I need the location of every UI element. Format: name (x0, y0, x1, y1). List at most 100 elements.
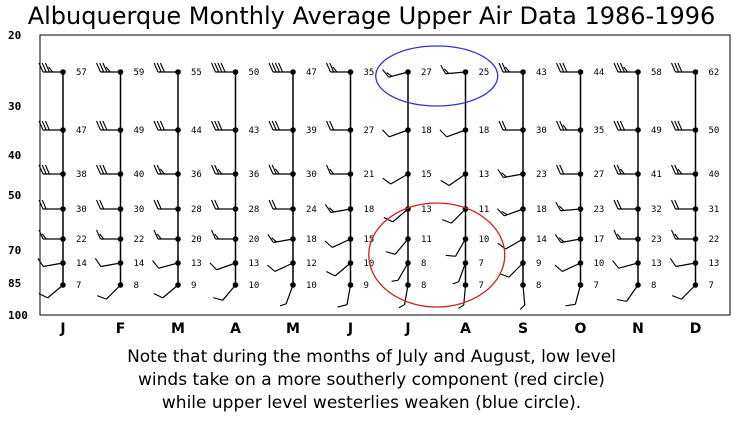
level-dot (347, 127, 354, 133)
wind-barb-feather (671, 295, 682, 300)
wind-barb-feather (325, 120, 332, 131)
level-dot (290, 206, 296, 212)
wind-barb-feather (326, 271, 336, 277)
wind-barb-feather (498, 120, 504, 131)
level-value-label: 17 (594, 235, 605, 245)
level-dot (462, 236, 469, 242)
level-value-label: 18 (479, 126, 490, 136)
wind-barb-feather (554, 233, 562, 243)
level-dot (635, 260, 641, 266)
level-dot (60, 282, 66, 288)
level-value-label: 47 (306, 68, 317, 78)
month-tick-label: A (230, 321, 241, 337)
wind-barb-feather (613, 229, 619, 240)
wind-barb-feather (268, 62, 274, 73)
level-dot (405, 282, 411, 288)
wind-barb-feather (210, 199, 217, 210)
level-dot (692, 236, 699, 242)
level-dot (520, 206, 526, 212)
wind-barb-feather (210, 62, 217, 73)
level-dot (347, 282, 354, 288)
level-dot (577, 127, 584, 133)
wind-barb-feather (555, 120, 562, 131)
wind-barb-shaft (392, 208, 409, 223)
wind-barb-feather (210, 120, 217, 131)
wind-barb-feather (268, 120, 274, 131)
wind-barb-feather (95, 199, 102, 210)
wind-barb-feather (443, 68, 450, 74)
wind-barb-feather (329, 168, 335, 175)
level-dot (60, 171, 66, 177)
level-value-label: 18 (306, 235, 317, 245)
level-value-label: 7 (479, 281, 484, 291)
wind-barb-feather (271, 199, 277, 210)
wind-barb-feather (99, 233, 105, 240)
level-dot (232, 206, 239, 212)
level-value-label: 22 (709, 235, 720, 245)
wind-barb-feather (209, 262, 218, 271)
wind-barb-feather (613, 120, 619, 131)
level-value-label: 30 (536, 126, 547, 136)
level-dot (347, 69, 354, 75)
wind-barb-feather (41, 164, 47, 175)
level-value-label: 10 (249, 281, 260, 291)
level-dot (117, 206, 124, 212)
level-value-label: 13 (479, 170, 490, 180)
wind-barb-shaft (274, 262, 294, 272)
wind-barb-feather (613, 199, 619, 210)
wind-barb-shaft (222, 284, 236, 301)
level-dot (635, 206, 641, 212)
wind-barb-feather (501, 210, 508, 216)
level-value-label: 27 (594, 170, 605, 180)
level-dot (692, 260, 699, 266)
wind-barb-feather (555, 201, 562, 212)
wind-barb-feather (48, 66, 54, 73)
level-value-label: 49 (134, 126, 145, 136)
level-dot (405, 171, 411, 177)
level-value-label: 57 (76, 68, 87, 78)
wind-barb-feather (213, 297, 223, 301)
level-value-label: 23 (536, 170, 547, 180)
wind-barb-shaft (100, 262, 121, 268)
wind-barb-feather (102, 62, 108, 73)
wind-barb-shaft (618, 262, 639, 269)
wind-barb-feather (559, 120, 565, 131)
level-value-label: 31 (709, 205, 720, 215)
month-tick-label: M (171, 321, 185, 337)
level-value-label: 22 (134, 235, 145, 245)
wind-barb-feather (616, 120, 622, 131)
wind-barb-feather (669, 257, 677, 267)
wind-barb-feather (391, 279, 399, 282)
level-dot (60, 206, 66, 212)
wind-barb-feather (382, 69, 390, 78)
wind-barb-feather (612, 260, 620, 269)
wind-barb-feather (274, 120, 280, 131)
wind-barb-feather (440, 64, 447, 75)
level-dot (577, 171, 584, 177)
wind-barb-shaft (47, 284, 64, 299)
wind-barb-feather (554, 264, 563, 272)
wind-barb-shaft (574, 284, 582, 305)
wind-barb-shaft (330, 208, 351, 214)
wind-barb-feather (329, 62, 335, 73)
level-dot (117, 127, 124, 133)
level-value-label: 62 (709, 68, 720, 78)
level-dot (175, 236, 181, 242)
level-dot (347, 171, 354, 177)
level-value-label: 22 (76, 235, 87, 245)
level-value-label: 8 (536, 281, 541, 291)
caption-line: winds take on a more southerly component… (138, 370, 605, 390)
wind-barb-feather (398, 304, 405, 309)
level-value-label: 8 (421, 281, 426, 291)
wind-barb-feather (99, 199, 105, 210)
level-dot (577, 69, 584, 75)
wind-barb-shaft (505, 238, 524, 250)
month-tick-label: S (518, 321, 528, 337)
wind-barb-feather (44, 164, 50, 175)
wind-barb-feather (156, 164, 162, 175)
month-tick-label: F (116, 321, 126, 337)
wind-barb-feather (329, 120, 335, 131)
month-tick-label: O (575, 321, 587, 337)
pressure-tick-label: 50 (8, 189, 21, 202)
wind-barb-feather (44, 120, 50, 131)
